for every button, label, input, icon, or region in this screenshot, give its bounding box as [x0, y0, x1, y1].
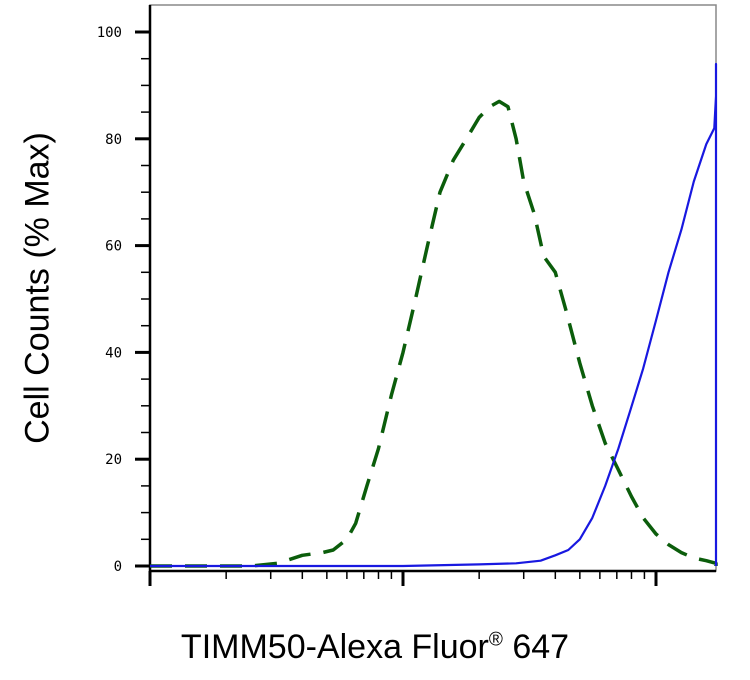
y-axis-label: Cell Counts (% Max)	[18, 131, 57, 444]
y-tick-label: 60	[105, 239, 122, 255]
x-axis-label-suffix: 647	[502, 628, 570, 666]
y-axis-tick-labels: 0 20 40 60 80 100	[97, 25, 122, 575]
y-tick-label: 40	[105, 345, 122, 361]
y-axis-ticks	[135, 30, 150, 568]
x-axis-ticks	[148, 571, 658, 586]
y-tick-label: 20	[105, 452, 122, 468]
y-tick-label: 0	[114, 559, 122, 575]
x-axis-label: TIMM50-Alexa Fluor® 647	[0, 628, 750, 667]
y-tick-label: 100	[97, 25, 122, 41]
series-line-dashed	[150, 99, 718, 568]
registered-mark: ®	[488, 629, 503, 651]
plot-frame	[149, 4, 717, 572]
series-layer	[150, 62, 718, 568]
x-axis-label-text: TIMM50-Alexa Fluor	[180, 628, 489, 666]
series-line-solid	[150, 62, 718, 568]
y-tick-label: 80	[105, 132, 122, 148]
y-axis-label-box: Cell Counts (% Max)	[8, 0, 68, 575]
